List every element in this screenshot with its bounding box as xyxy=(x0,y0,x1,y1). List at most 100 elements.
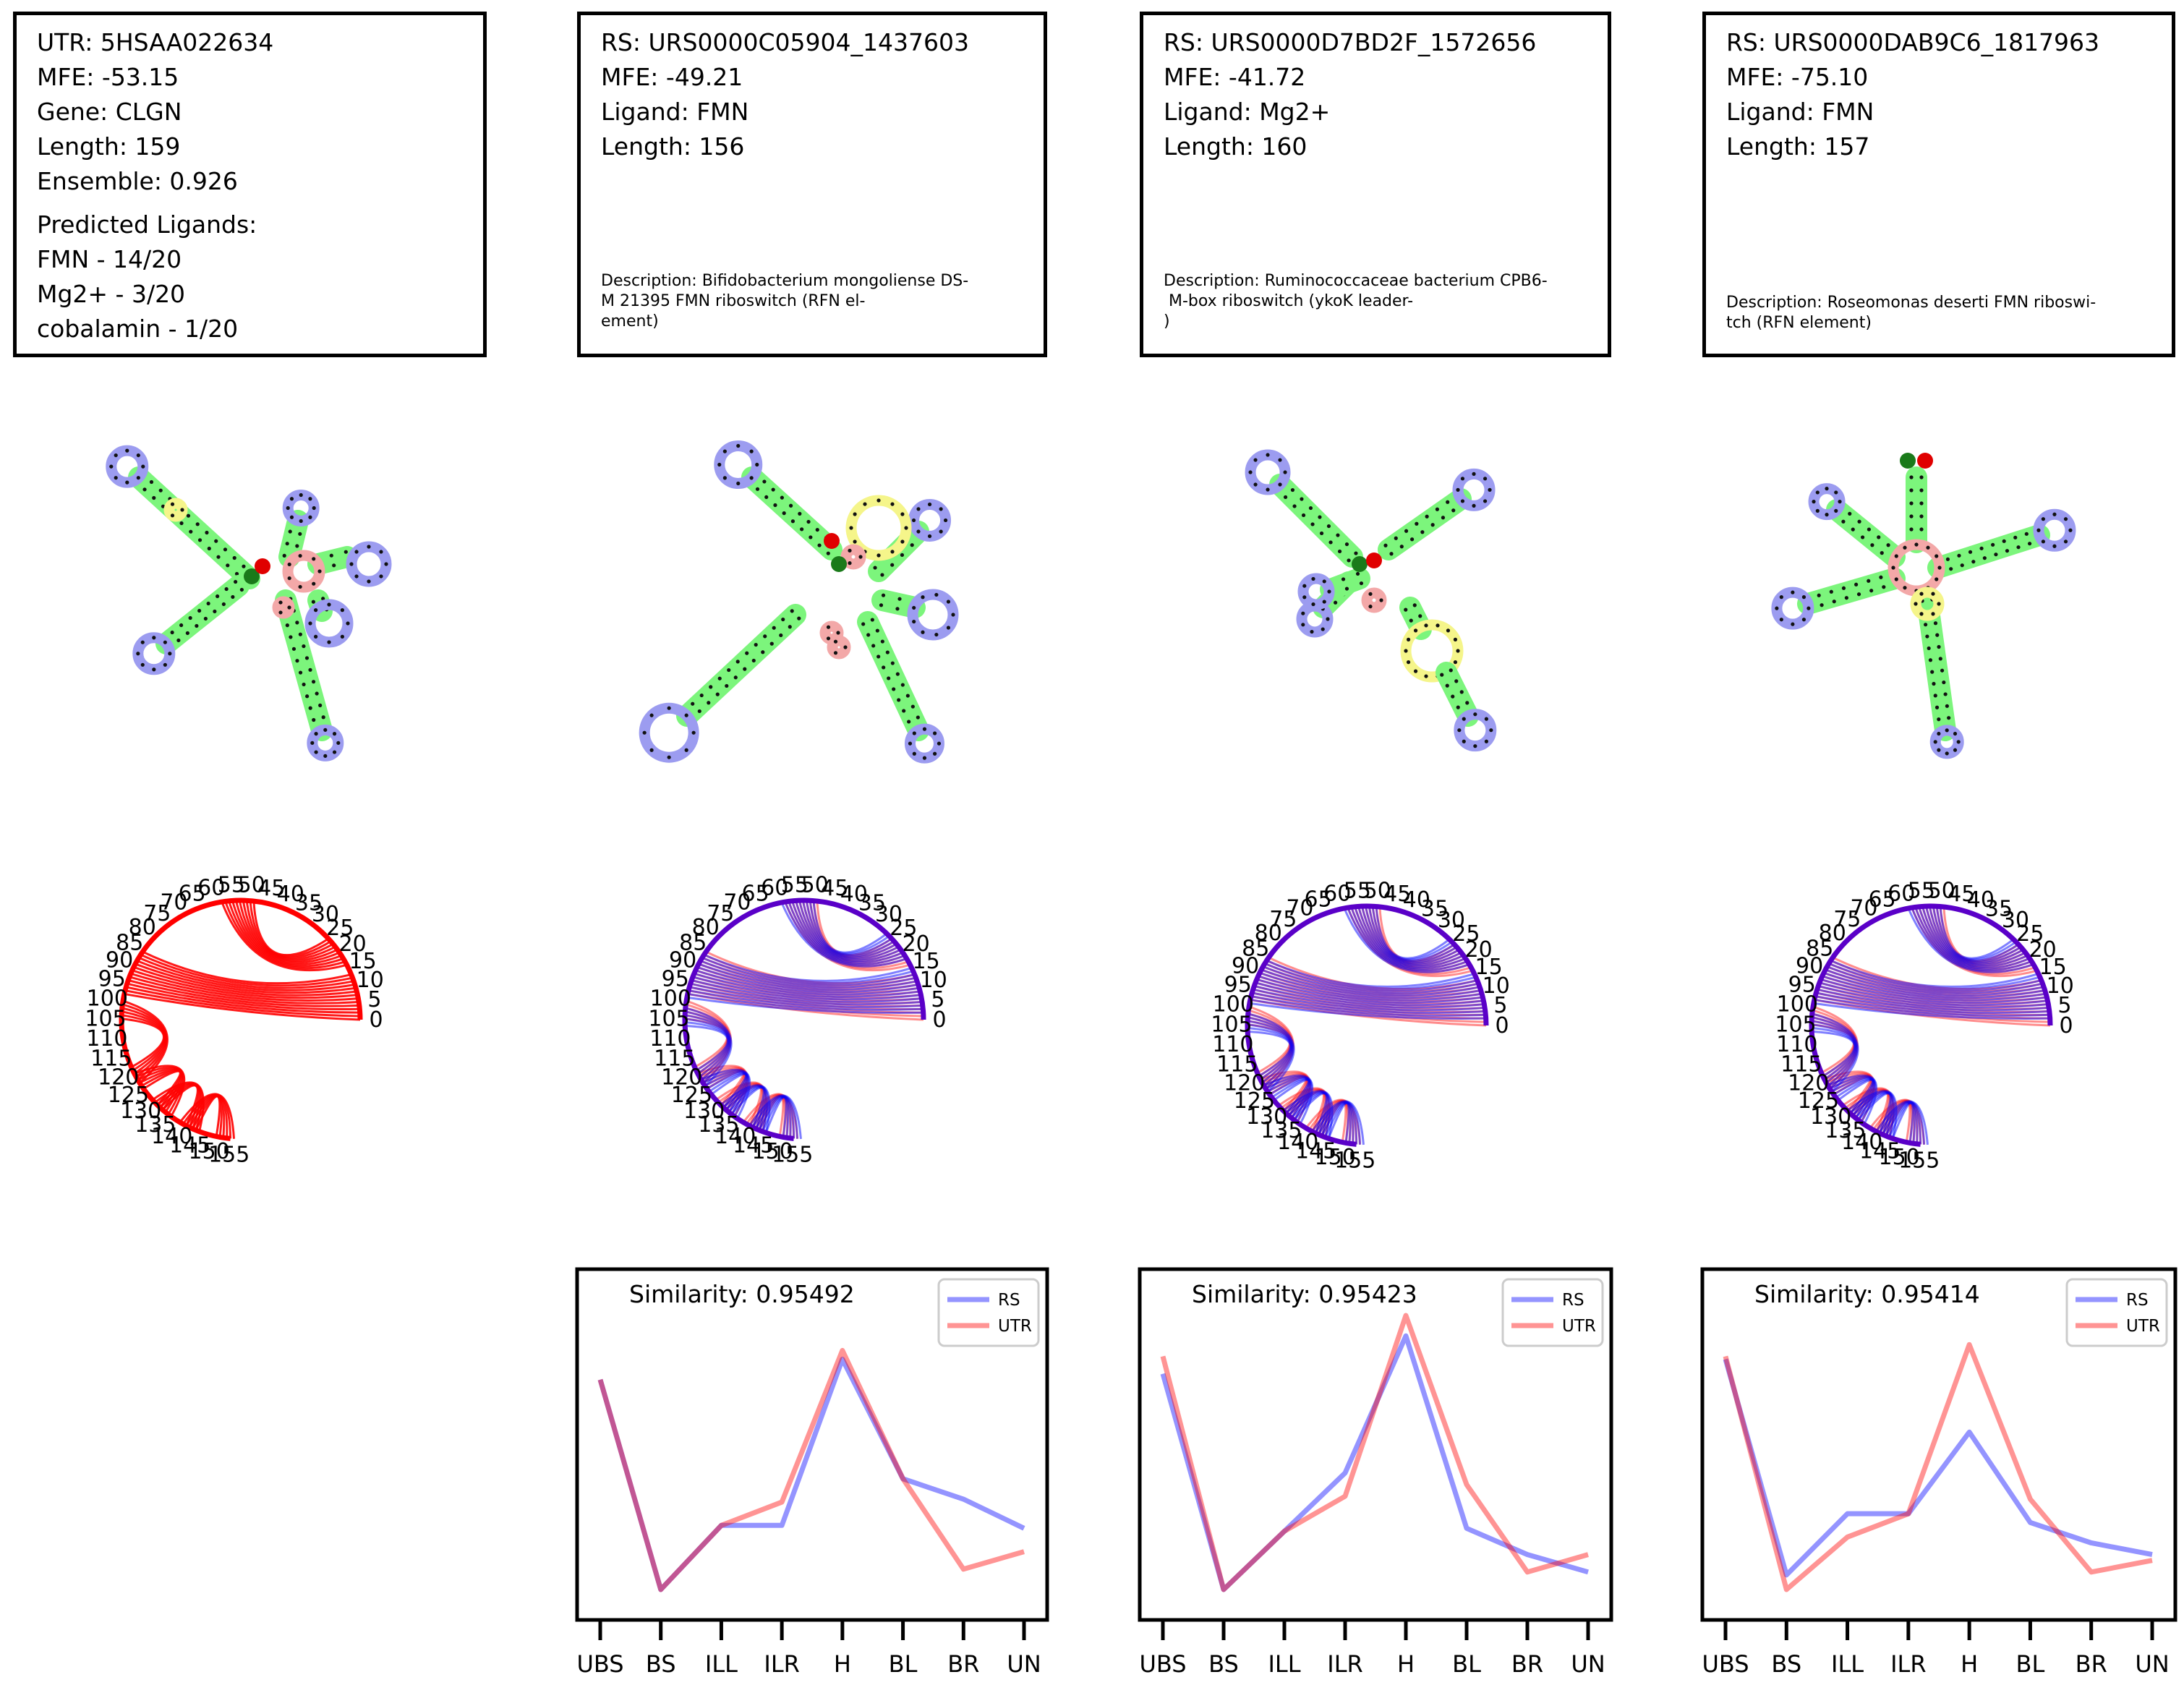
nucleotide xyxy=(295,620,299,625)
nucleotide xyxy=(311,600,315,604)
base-pair-arc xyxy=(1822,975,2045,999)
nucleotide xyxy=(912,619,916,624)
nucleotide xyxy=(755,487,760,491)
arc-tick-label: 35 xyxy=(1421,896,1449,921)
arc-tick-label: 70 xyxy=(723,890,751,916)
nucleotide xyxy=(1456,487,1460,492)
x-tick-label: UBS xyxy=(576,1650,623,1678)
nucleotide xyxy=(1880,550,1884,555)
base-pair-arc xyxy=(698,963,916,989)
nucleotide xyxy=(1919,592,1924,596)
arc-tick-label: 145 xyxy=(169,1132,210,1158)
base-pair-arc xyxy=(1907,908,2034,973)
nucleotide xyxy=(826,636,831,641)
arc-tick-label: 55 xyxy=(1344,878,1371,903)
nucleotide xyxy=(1882,585,1886,589)
arc-tick-label: 135 xyxy=(1825,1118,1866,1143)
nucleotide xyxy=(354,574,359,579)
arc-tick-label: 55 xyxy=(1908,878,1935,903)
arc-tick-label: 100 xyxy=(1777,992,1818,1018)
nucleotide xyxy=(736,443,741,448)
arc-tick-label: 45 xyxy=(257,876,285,901)
nucleotide xyxy=(298,532,302,536)
start-marker xyxy=(831,556,847,572)
nucleotide xyxy=(314,634,318,639)
arc-tick-label: 125 xyxy=(1234,1088,1275,1114)
series-line-utr xyxy=(597,1347,1025,1592)
base-pair-arc xyxy=(124,989,360,1018)
nucleotide xyxy=(234,571,239,576)
nucleotide xyxy=(291,647,297,651)
nucleotide xyxy=(910,543,914,547)
nucleotide xyxy=(717,462,722,467)
base-pair-arc xyxy=(1911,907,2032,971)
structure-diagram-4 xyxy=(1771,453,2076,759)
nucleotide xyxy=(188,615,192,620)
stem-segment xyxy=(1378,488,1472,560)
x-tick-label: H xyxy=(1397,1650,1415,1678)
nucleotide xyxy=(1310,522,1315,526)
nucleotide xyxy=(1451,694,1455,699)
nucleotide xyxy=(754,642,758,647)
nucleotide xyxy=(691,730,696,735)
similarity-chart-2: Similarity: 0.95423 UBS BS ILL ILR H BL BR UN RS U… xyxy=(1138,1267,1613,1678)
nucleotide xyxy=(1914,542,1919,547)
arc-tick-label: 130 xyxy=(1246,1104,1287,1130)
nucleotide xyxy=(1301,611,1305,615)
nucleotide xyxy=(1982,556,1987,560)
nucleotide xyxy=(109,464,114,469)
x-tick-label: UN xyxy=(1571,1650,1605,1678)
nucleotide xyxy=(304,656,310,660)
nucleotide xyxy=(848,561,852,566)
nucleotide xyxy=(790,609,794,613)
nucleotide xyxy=(1248,470,1253,474)
nucleotide xyxy=(214,539,218,543)
nucleotide xyxy=(1341,577,1346,581)
nucleotide xyxy=(1956,740,1961,744)
base-pair-arc xyxy=(1814,998,2050,1017)
base-pair-arc xyxy=(696,965,918,991)
x-tick-label: BL xyxy=(2016,1650,2045,1678)
arc-tick-label: 120 xyxy=(1788,1071,1829,1096)
arc-tick-label: 130 xyxy=(683,1099,725,1124)
nucleotide xyxy=(329,553,333,558)
arc-tick-label: 55 xyxy=(218,872,245,897)
nucleotide xyxy=(707,701,711,705)
x-tick-label: BL xyxy=(889,1650,918,1678)
nucleotide xyxy=(1473,712,1477,717)
arc-tick-label: 85 xyxy=(116,931,143,956)
nucleotide xyxy=(1779,595,1783,600)
nucleotide xyxy=(1326,617,1330,621)
series-line-rs xyxy=(1723,1358,2153,1578)
nucleotide xyxy=(308,621,312,626)
base-pair-arc xyxy=(1250,995,1485,1014)
backbone-ring xyxy=(119,897,363,1141)
arc-diagram-4: 0510152025303540455055606570758085909510… xyxy=(1775,878,2073,1173)
nucleotide xyxy=(1807,606,1811,610)
arc-tick-label: 90 xyxy=(106,948,133,973)
nucleotide xyxy=(2041,517,2045,521)
info-card-text: UTR: 5HSAA022634 MFE: -53.15 Gene: CLGN … xyxy=(37,25,273,346)
base-pair-arc xyxy=(127,979,359,1007)
nucleotide xyxy=(836,631,840,635)
x-tick-label: UN xyxy=(1007,1650,1041,1678)
arc-tick-label: 20 xyxy=(1465,937,1493,963)
nucleotide xyxy=(310,741,315,745)
nucleotide xyxy=(1413,628,1418,633)
arc-tick-label: 125 xyxy=(108,1083,149,1108)
base-pair-arc xyxy=(812,900,888,954)
nucleotide xyxy=(861,622,866,626)
nucleotide xyxy=(1791,590,1795,594)
nucleotide xyxy=(1404,529,1409,533)
stem-segment xyxy=(1916,589,1956,741)
nucleotide xyxy=(873,566,877,570)
nucleotide xyxy=(763,634,767,639)
nucleotide xyxy=(1834,508,1838,513)
nucleotide xyxy=(1334,600,1338,605)
series-line-utr xyxy=(1723,1341,2153,1592)
nucleotide xyxy=(1938,657,1942,661)
arc-tick-label: 40 xyxy=(1967,887,1995,913)
info-card-rs-3: RS: URS0000DAB9C6_1817963 MFE: -75.10 Li… xyxy=(1702,12,2175,357)
nucleotide xyxy=(1409,537,1415,542)
nucleotide xyxy=(849,526,853,530)
